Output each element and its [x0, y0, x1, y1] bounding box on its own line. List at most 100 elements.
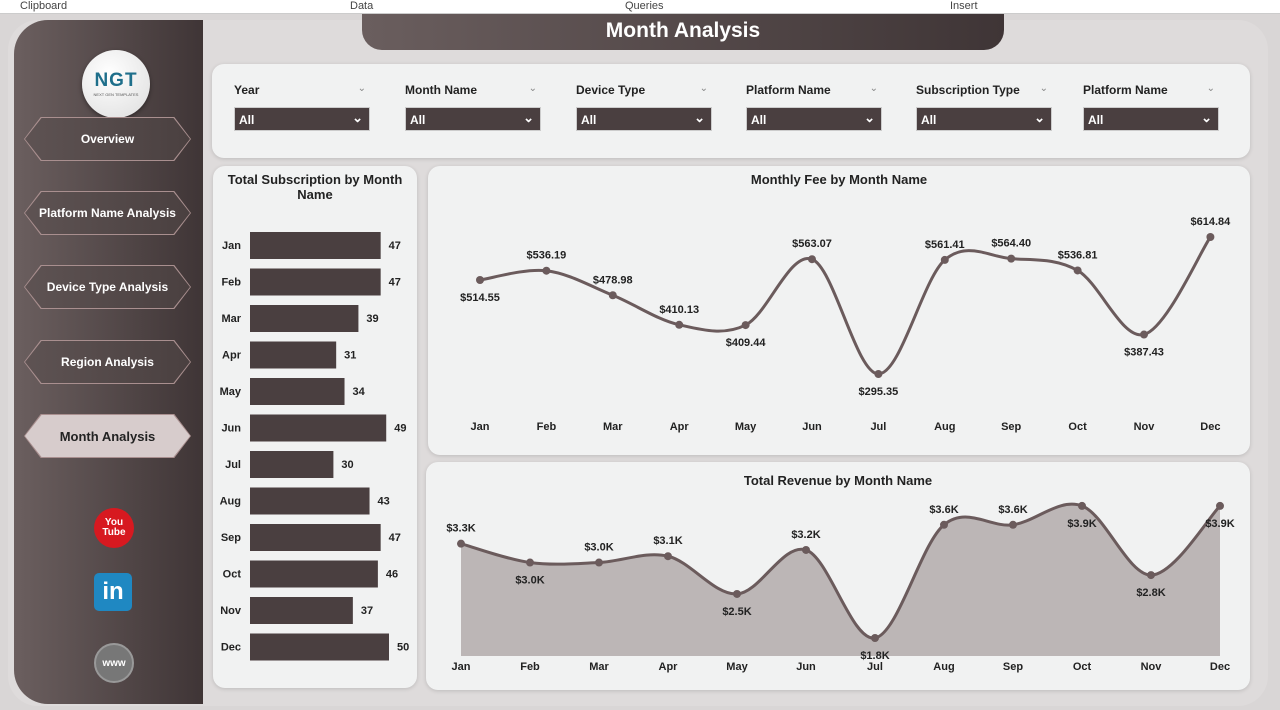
bar[interactable] — [250, 305, 359, 332]
revenue-data-label: $3.6K — [929, 504, 958, 516]
bar[interactable] — [250, 487, 370, 515]
x-tick-label: Dec — [1200, 421, 1220, 433]
bar-data-label: 46 — [386, 569, 398, 581]
filter-value: All — [581, 113, 597, 127]
revenue-point[interactable] — [802, 545, 810, 554]
x-tick-label: May — [726, 661, 748, 673]
bar[interactable] — [250, 633, 389, 661]
chevron-down-icon[interactable]: ⌄ — [699, 83, 708, 94]
bar-data-label: 30 — [341, 459, 353, 471]
ngt-logo: NGT NEXT GEN TEMPLATES — [82, 50, 150, 118]
x-tick-label: Oct — [1073, 661, 1092, 673]
nav-region-analysis[interactable]: Region Analysis — [24, 340, 191, 384]
x-tick-label: Apr — [659, 661, 679, 673]
bar-category-label: Dec — [221, 642, 241, 654]
nav-platform-name-analysis[interactable]: Platform Name Analysis — [24, 191, 191, 235]
nav-overview[interactable]: Overview — [24, 117, 191, 161]
bar[interactable] — [250, 597, 353, 624]
revenue-point[interactable] — [457, 539, 465, 548]
x-tick-label: Jun — [796, 661, 816, 673]
fee-data-label: $387.43 — [1124, 347, 1164, 359]
revenue-point[interactable] — [871, 634, 879, 642]
bar-data-label: 31 — [344, 350, 356, 362]
revenue-point[interactable] — [595, 558, 603, 567]
fee-point[interactable] — [741, 321, 750, 330]
x-tick-label: Dec — [1210, 661, 1230, 673]
revenue-point[interactable] — [526, 558, 534, 567]
chevron-down-icon[interactable]: ⌄ — [1206, 83, 1215, 94]
fee-point[interactable] — [476, 276, 484, 285]
filter-value: All — [1088, 113, 1104, 127]
chevron-down-icon[interactable]: ⌄ — [869, 83, 878, 94]
fee-point[interactable] — [808, 255, 816, 264]
globe-icon[interactable]: www — [94, 643, 134, 683]
linkedin-icon[interactable]: in — [94, 573, 132, 611]
fee-line — [479, 236, 1212, 376]
fee-data-label: $563.07 — [792, 238, 832, 250]
filter-slicer: Platform Name ⌄ All ⌄ — [746, 83, 882, 131]
fee-data-label: $514.55 — [460, 292, 500, 304]
revenue-point[interactable] — [1147, 571, 1155, 580]
youtube-icon[interactable]: You Tube — [94, 508, 134, 548]
fee-point[interactable] — [874, 370, 883, 378]
nav-device-type-analysis[interactable]: Device Type Analysis — [24, 265, 191, 309]
revenue-point[interactable] — [733, 589, 741, 598]
revenue-data-label: $3.9K — [1205, 518, 1234, 530]
revenue-point[interactable] — [1216, 501, 1224, 510]
x-tick-label: Aug — [933, 661, 954, 673]
revenue-point[interactable] — [940, 520, 948, 529]
fee-point[interactable] — [940, 255, 949, 264]
bar[interactable] — [250, 414, 387, 442]
filter-slicer: Subscription Type ⌄ All ⌄ — [916, 83, 1052, 131]
revenue-point[interactable] — [1009, 520, 1017, 529]
chevron-down-icon[interactable]: ⌄ — [1039, 83, 1048, 94]
filter-dropdown[interactable]: All ⌄ — [405, 107, 541, 131]
bar-category-label: Jul — [225, 459, 241, 471]
fee-point[interactable] — [608, 291, 617, 300]
chevron-down-icon[interactable]: ⌄ — [528, 83, 537, 94]
bar-category-label: Nov — [220, 605, 242, 617]
filter-dropdown[interactable]: All ⌄ — [746, 107, 882, 131]
filter-dropdown[interactable]: All ⌄ — [576, 107, 712, 131]
bar-category-label: Jun — [221, 423, 241, 435]
fee-point[interactable] — [1007, 254, 1016, 263]
bar[interactable] — [250, 232, 381, 259]
filter-panel — [212, 64, 1250, 158]
revenue-point[interactable] — [664, 552, 672, 561]
bar-data-label: 39 — [366, 313, 378, 325]
x-tick-label: Jan — [471, 421, 490, 433]
bar-category-label: Sep — [221, 532, 241, 544]
fee-point[interactable] — [1140, 330, 1148, 339]
chevron-down-icon: ⌄ — [1034, 110, 1045, 125]
fee-point[interactable] — [1073, 266, 1082, 275]
x-tick-label: Feb — [520, 661, 540, 673]
x-tick-label: Jul — [867, 661, 883, 673]
filter-dropdown[interactable]: All ⌄ — [1083, 107, 1219, 131]
bar[interactable] — [250, 378, 345, 405]
fee-point[interactable] — [1206, 233, 1215, 242]
x-tick-label: Mar — [589, 661, 609, 673]
filter-value: All — [751, 113, 767, 127]
chevron-down-icon[interactable]: ⌄ — [357, 83, 366, 94]
revenue-data-label: $2.5K — [722, 606, 751, 618]
revenue-point[interactable] — [1078, 501, 1086, 510]
bar-data-label: 34 — [353, 386, 366, 398]
fee-data-label: $564.40 — [991, 238, 1031, 250]
fee-data-label: $295.35 — [859, 386, 899, 398]
filter-dropdown[interactable]: All ⌄ — [234, 107, 370, 131]
revenue-data-label: $3.2K — [791, 529, 820, 541]
bar-category-label: Oct — [223, 569, 242, 581]
bar[interactable] — [250, 268, 381, 296]
bar[interactable] — [250, 451, 334, 478]
x-tick-label: Sep — [1003, 661, 1023, 673]
bar[interactable] — [250, 341, 337, 369]
bar[interactable] — [250, 524, 381, 551]
bar-data-label: 47 — [389, 240, 401, 252]
fee-point[interactable] — [675, 320, 684, 329]
fee-data-label: $536.19 — [527, 250, 567, 262]
bar-category-label: Mar — [221, 313, 241, 325]
bar[interactable] — [250, 560, 378, 588]
fee-point[interactable] — [542, 266, 551, 275]
nav-month-analysis[interactable]: Month Analysis — [24, 414, 191, 458]
filter-dropdown[interactable]: All ⌄ — [916, 107, 1052, 131]
